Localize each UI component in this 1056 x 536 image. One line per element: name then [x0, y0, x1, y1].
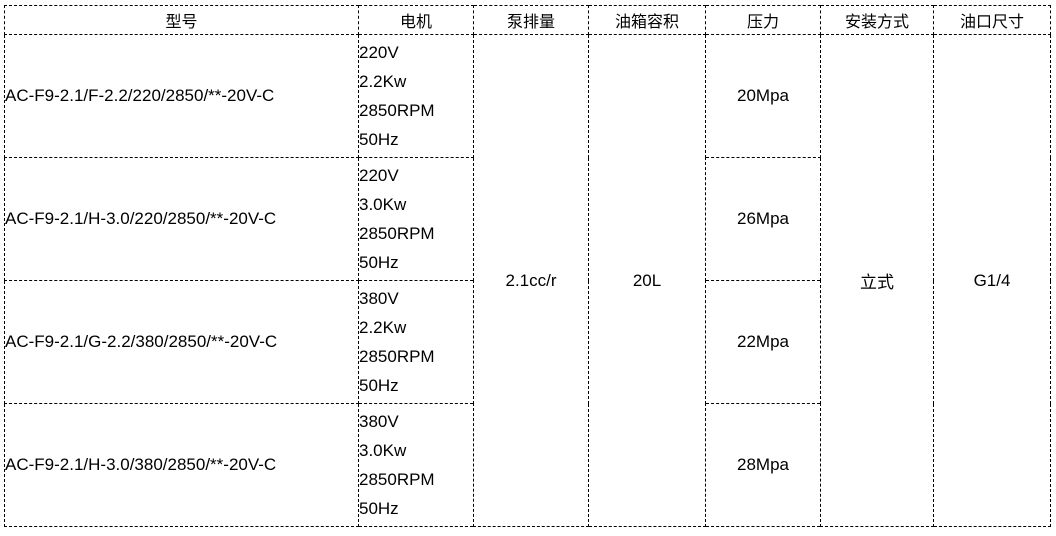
motor-power: 3.0Kw [359, 195, 407, 214]
motor-cell: 380V 3.0Kw 2850RPM 50Hz [358, 403, 474, 527]
motor-frequency: 50Hz [359, 376, 399, 395]
pressure-cell: 28Mpa [705, 403, 821, 527]
header-model: 型号 [4, 5, 359, 35]
pressure-cell: 20Mpa [705, 34, 821, 158]
motor-speed: 2850RPM [359, 101, 435, 120]
motor-power: 2.2Kw [359, 72, 407, 91]
header-pump-displacement: 泵排量 [473, 5, 589, 35]
motor-frequency: 50Hz [359, 499, 399, 518]
table-row: AC-F9-2.1/H-3.0/380/2850/**-20V-C 380V 3… [4, 403, 1051, 527]
motor-cell: 380V 2.2Kw 2850RPM 50Hz [358, 280, 474, 404]
model-cell: AC-F9-2.1/H-3.0/220/2850/**-20V-C [4, 157, 359, 281]
motor-speed: 2850RPM [359, 224, 435, 243]
spec-table: 型号 电机 泵排量 油箱容积 压力 安装方式 油口尺寸 AC-F9-2.1/F-… [4, 5, 1051, 527]
motor-frequency: 50Hz [359, 130, 399, 149]
motor-speed: 2850RPM [359, 347, 435, 366]
table-row: AC-F9-2.1/H-3.0/220/2850/**-20V-C 220V 3… [4, 157, 1051, 281]
motor-cell: 220V 2.2Kw 2850RPM 50Hz [358, 34, 474, 158]
motor-power: 3.0Kw [359, 441, 407, 460]
motor-cell: 220V 3.0Kw 2850RPM 50Hz [358, 157, 474, 281]
pressure-cell: 22Mpa [705, 280, 821, 404]
pressure-cell: 26Mpa [705, 157, 821, 281]
motor-voltage: 220V [359, 43, 399, 62]
model-cell: AC-F9-2.1/H-3.0/380/2850/**-20V-C [4, 403, 359, 527]
tank-capacity-cell: 20L [588, 34, 706, 527]
motor-power: 2.2Kw [359, 318, 407, 337]
motor-voltage: 380V [359, 289, 399, 308]
motor-voltage: 380V [359, 412, 399, 431]
model-cell: AC-F9-2.1/G-2.2/380/2850/**-20V-C [4, 280, 359, 404]
motor-frequency: 50Hz [359, 253, 399, 272]
port-size-cell: G1/4 [933, 34, 1051, 527]
header-mounting: 安装方式 [820, 5, 934, 35]
model-cell: AC-F9-2.1/F-2.2/220/2850/**-20V-C [4, 34, 359, 158]
header-pressure: 压力 [705, 5, 821, 35]
table-row: AC-F9-2.1/G-2.2/380/2850/**-20V-C 380V 2… [4, 280, 1051, 404]
header-port-size: 油口尺寸 [933, 5, 1051, 35]
header-tank-capacity: 油箱容积 [588, 5, 706, 35]
mounting-cell: 立式 [820, 34, 934, 527]
header-motor: 电机 [358, 5, 474, 35]
table-row: AC-F9-2.1/F-2.2/220/2850/**-20V-C 220V 2… [4, 34, 1051, 527]
motor-voltage: 220V [359, 166, 399, 185]
pump-displacement-cell: 2.1cc/r [473, 34, 589, 527]
motor-speed: 2850RPM [359, 470, 435, 489]
header-row: 型号 电机 泵排量 油箱容积 压力 安装方式 油口尺寸 [4, 5, 1051, 35]
